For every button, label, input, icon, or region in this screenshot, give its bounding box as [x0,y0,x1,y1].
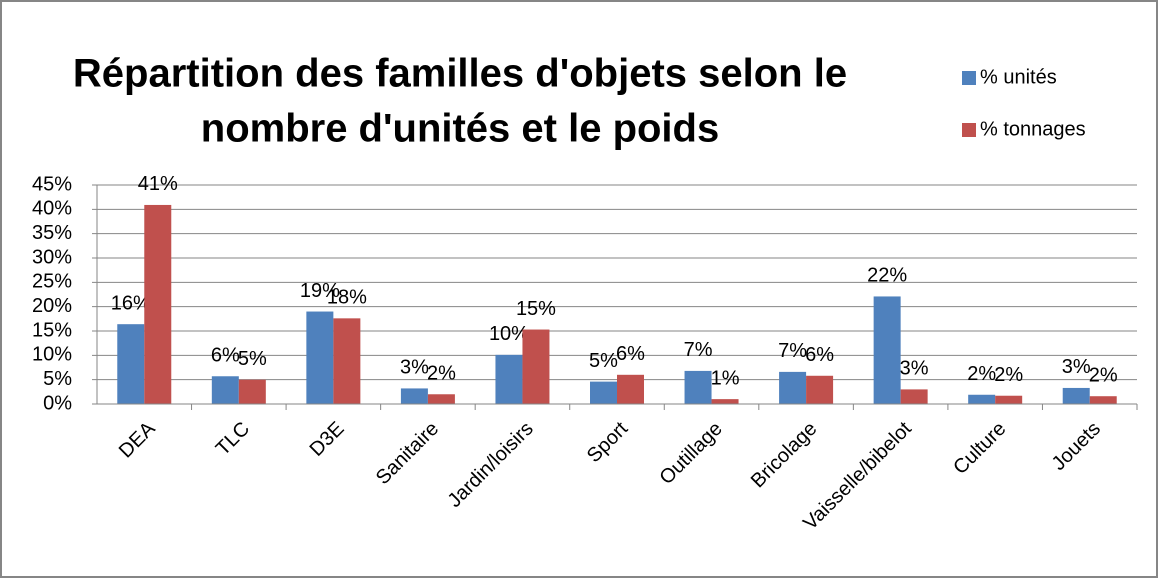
bar [306,311,334,404]
bar [144,204,172,404]
legend-swatch [962,123,976,137]
legend-label: % unités [980,66,1057,88]
data-label: 19% [300,280,340,302]
data-label: 6% [616,343,645,365]
bar [900,389,928,404]
bar [400,388,428,404]
bar [495,354,523,404]
y-tick-label: 5% [43,368,72,390]
data-label: 7% [684,339,713,361]
data-label: 5% [589,350,618,372]
y-tick-label: 20% [32,295,72,317]
bar [590,381,617,404]
data-label: 3% [1062,356,1091,378]
y-tick-label: 40% [32,198,72,220]
bar [617,374,644,404]
data-label: 6% [805,344,834,366]
data-label: 16% [111,292,151,314]
data-label: 18% [327,287,367,309]
data-label: 7% [778,340,807,362]
data-label: 2% [1089,364,1118,386]
data-label: 6% [211,345,240,367]
bar [333,318,361,404]
bar [117,324,145,404]
y-tick-label: 0% [43,392,72,414]
y-tick-label: 30% [32,246,72,268]
y-tick-label: 45% [32,173,72,195]
y-tick-label: 10% [32,344,72,366]
data-label: 3% [900,358,929,380]
data-label: 2% [967,363,996,385]
data-label: 3% [400,357,429,379]
bar [711,399,739,404]
chart-subtitle: nombre d'unités et le poids [201,107,719,151]
bar [779,371,807,404]
data-label: 2% [994,364,1023,386]
y-tick-label: 35% [32,222,72,244]
bar [873,296,901,404]
data-label: 2% [427,363,456,385]
y-tick-label: 25% [32,271,72,293]
data-label: 1% [711,367,740,389]
data-label: 15% [516,298,556,320]
bar [238,379,266,404]
data-label: 10% [489,323,529,345]
chart-title: Répartition des familles d'objets selon … [73,52,847,96]
bar [1089,396,1117,404]
bar [522,329,550,404]
bar [684,370,712,404]
bar [211,376,239,404]
data-label: 22% [867,265,907,287]
bar [806,375,834,404]
data-label: 41% [138,173,178,195]
data-label: 5% [238,348,267,370]
bar [427,394,455,404]
bar [995,395,1023,404]
bar [968,394,996,404]
bar [1062,387,1090,404]
legend-label: % tonnages [980,118,1086,140]
legend-swatch [962,71,976,85]
y-tick-label: 15% [32,319,72,341]
